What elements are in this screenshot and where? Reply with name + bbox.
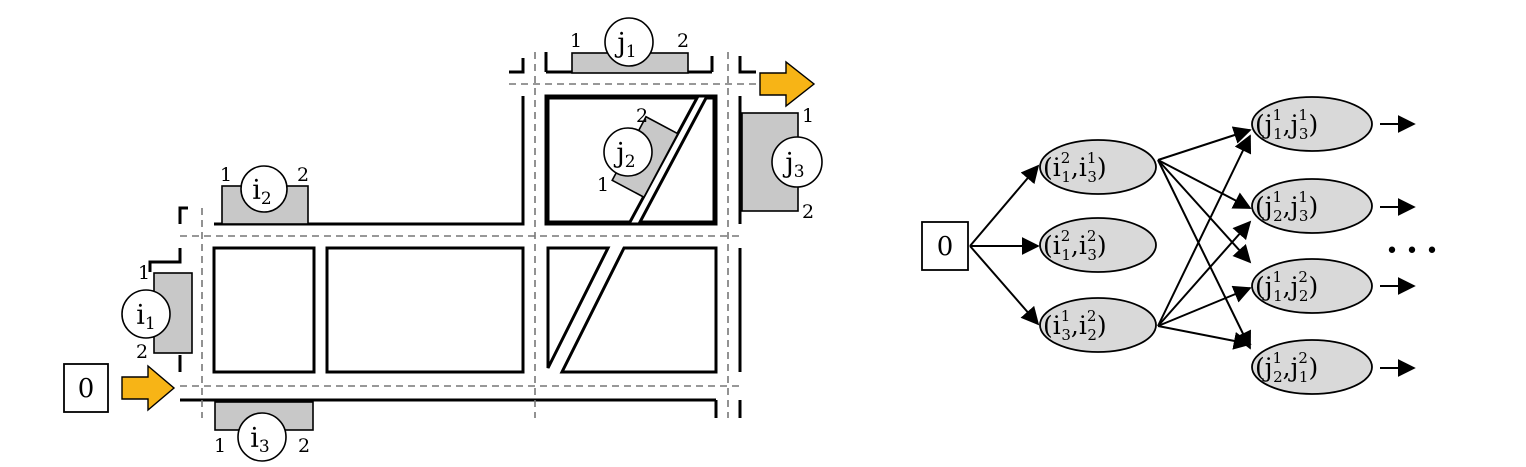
tree-node-n22: (j1 2,j1 3) <box>1251 178 1373 234</box>
location-label-i1: i1 <box>136 300 155 334</box>
block-1 <box>212 246 316 374</box>
pin-label-i1-a: 1 <box>138 262 150 284</box>
tree-node-n13: (i1 3,i2 2) <box>1039 297 1157 353</box>
location-j1: j1 1 2 <box>570 17 689 74</box>
location-i1: i1 1 2 <box>121 262 193 363</box>
tree-root-box <box>921 221 969 271</box>
pin-label-i3-b: 2 <box>298 435 310 457</box>
pin-label-j2-a: 2 <box>636 105 648 127</box>
search-tree: 0 (i2 1,i1 3) (i2 1,i2 3) (i1 3,i2 2) (j1 1,j1 3… <box>921 96 1439 395</box>
tree-node-label: (i1 3,i2 2) <box>1043 307 1107 344</box>
location-i2: i2 1 2 <box>220 164 309 225</box>
pin-label-i3-a: 1 <box>214 435 226 457</box>
pin-label-j3-b: 2 <box>802 201 814 223</box>
edges-level1-to-level2 <box>1157 126 1252 350</box>
location-label-i3: i3 <box>250 423 269 457</box>
tree-node-n11: (i2 1,i1 3) <box>1039 139 1157 195</box>
location-i3: i3 1 2 <box>214 401 314 462</box>
block-2 <box>325 246 525 374</box>
tree-node-n21: (j1 1,j1 3) <box>1251 96 1373 152</box>
block-upper-right-frame <box>544 94 718 226</box>
location-j2: j2 2 1 <box>597 105 679 199</box>
node-circle-j2 <box>603 127 653 177</box>
tree-node-label: (i2 1,i2 3) <box>1043 227 1107 264</box>
pin-label-j2-b: 1 <box>597 174 609 196</box>
tree-node-n23: (j1 1,j2 2) <box>1251 258 1373 314</box>
location-label-i2: i2 <box>252 175 271 209</box>
edge-root-n13 <box>969 245 1040 326</box>
location-label-j1: j1 <box>614 28 636 62</box>
block-upper-triangle-left <box>546 96 700 224</box>
edge-root-n11 <box>969 164 1040 247</box>
node-circle-i1 <box>121 289 171 339</box>
tree-node-label: (j1 2,j1 3) <box>1255 188 1318 225</box>
tree-root-label: 0 <box>937 232 954 262</box>
pin-label-i2-b: 2 <box>297 164 309 186</box>
location-label-j3: j3 <box>782 148 804 182</box>
pin-label-j1-a: 1 <box>570 30 582 52</box>
tree-ellipsis: • • • <box>1386 239 1439 264</box>
start-box <box>63 363 109 413</box>
edges-root-to-level1 <box>969 164 1040 326</box>
tree-node-label: (j1 1,j1 3) <box>1255 106 1318 143</box>
location-j3: j3 1 2 <box>741 105 823 223</box>
pin-label-j3-a: 1 <box>802 105 814 127</box>
node-circle-i2 <box>240 165 288 213</box>
tree-node-label: (j1 2,j2 1) <box>1255 349 1318 386</box>
block-lower-triangle-right <box>559 246 718 374</box>
tree-node-n12: (i2 1,i2 3) <box>1039 217 1157 273</box>
pin-label-i1-b: 2 <box>136 341 148 363</box>
start-label: 0 <box>78 374 95 404</box>
node-circle-i3 <box>237 412 287 462</box>
pin-label-j1-b: 2 <box>677 30 689 52</box>
road-map: 0 i1 1 2 i2 1 2 i3 1 2 j1 <box>63 17 823 462</box>
node-circle-j1 <box>604 17 654 67</box>
exit-arrow <box>759 60 816 108</box>
pin-label-i2-a: 1 <box>220 164 232 186</box>
tree-node-n24: (j1 2,j2 1) <box>1251 339 1373 395</box>
entry-arrow <box>121 364 176 412</box>
location-label-j2: j2 <box>613 138 635 172</box>
tree-node-label: (i2 1,i1 3) <box>1043 149 1107 186</box>
lane-markings <box>180 52 756 418</box>
block-upper-sliver <box>637 96 716 224</box>
tree-node-label: (j1 1,j2 2) <box>1255 268 1318 305</box>
node-circle-j3 <box>771 136 823 188</box>
block-lower-triangle-left <box>546 246 611 369</box>
continuation-arrows <box>1380 115 1416 377</box>
street-curbs <box>148 52 756 418</box>
